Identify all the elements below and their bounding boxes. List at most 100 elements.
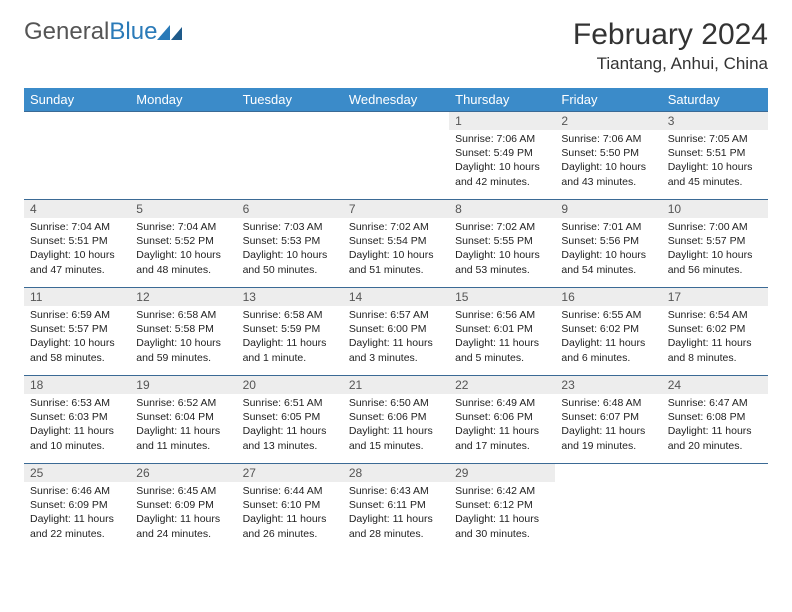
page-header: GeneralBlue February 2024 Tiantang, Anhu…: [24, 18, 768, 74]
day-content: Sunrise: 6:58 AMSunset: 5:59 PMDaylight:…: [237, 306, 343, 369]
calendar-cell: 11Sunrise: 6:59 AMSunset: 5:57 PMDayligh…: [24, 288, 130, 376]
sunset-text: Sunset: 5:57 PM: [30, 322, 124, 336]
day-number: 27: [237, 464, 343, 482]
day-content: Sunrise: 6:44 AMSunset: 6:10 PMDaylight:…: [237, 482, 343, 545]
sunset-text: Sunset: 6:03 PM: [30, 410, 124, 424]
sunrise-text: Sunrise: 7:06 AM: [455, 132, 549, 146]
daylight-text: Daylight: 11 hours and 8 minutes.: [668, 336, 762, 364]
daylight-text: Daylight: 10 hours and 43 minutes.: [561, 160, 655, 188]
sunset-text: Sunset: 6:09 PM: [136, 498, 230, 512]
sunset-text: Sunset: 6:01 PM: [455, 322, 549, 336]
sunrise-text: Sunrise: 6:53 AM: [30, 396, 124, 410]
calendar-cell: [130, 112, 236, 200]
sunrise-text: Sunrise: 6:59 AM: [30, 308, 124, 322]
calendar-cell: 24Sunrise: 6:47 AMSunset: 6:08 PMDayligh…: [662, 376, 768, 464]
logo-text: GeneralBlue: [24, 18, 157, 46]
daylight-text: Daylight: 11 hours and 3 minutes.: [349, 336, 443, 364]
sunset-text: Sunset: 5:53 PM: [243, 234, 337, 248]
sunrise-text: Sunrise: 7:06 AM: [561, 132, 655, 146]
sunset-text: Sunset: 6:07 PM: [561, 410, 655, 424]
daylight-text: Daylight: 10 hours and 53 minutes.: [455, 248, 549, 276]
calendar-cell: 13Sunrise: 6:58 AMSunset: 5:59 PMDayligh…: [237, 288, 343, 376]
day-content: Sunrise: 6:51 AMSunset: 6:05 PMDaylight:…: [237, 394, 343, 457]
calendar-cell: 2 Sunrise: 7:06 AMSunset: 5:50 PMDaylight…: [555, 112, 661, 200]
day-content: Sunrise: 6:49 AMSunset: 6:06 PMDaylight:…: [449, 394, 555, 457]
calendar-cell: 22Sunrise: 6:49 AMSunset: 6:06 PMDayligh…: [449, 376, 555, 464]
sunset-text: Sunset: 5:55 PM: [455, 234, 549, 248]
calendar-cell: 25Sunrise: 6:46 AMSunset: 6:09 PMDayligh…: [24, 464, 130, 548]
calendar-table: SundayMondayTuesdayWednesdayThursdayFrid…: [24, 88, 768, 548]
day-number: 26: [130, 464, 236, 482]
day-number: 20: [237, 376, 343, 394]
day-content: Sunrise: 7:03 AMSunset: 5:53 PMDaylight:…: [237, 218, 343, 281]
day-content: Sunrise: 6:48 AMSunset: 6:07 PMDaylight:…: [555, 394, 661, 457]
day-header: Saturday: [662, 88, 768, 112]
daylight-text: Daylight: 11 hours and 5 minutes.: [455, 336, 549, 364]
sunset-text: Sunset: 5:50 PM: [561, 146, 655, 160]
daylight-text: Daylight: 11 hours and 28 minutes.: [349, 512, 443, 540]
calendar-week: 11Sunrise: 6:59 AMSunset: 5:57 PMDayligh…: [24, 288, 768, 376]
daylight-text: Daylight: 11 hours and 22 minutes.: [30, 512, 124, 540]
sunset-text: Sunset: 6:11 PM: [349, 498, 443, 512]
calendar-cell: 20Sunrise: 6:51 AMSunset: 6:05 PMDayligh…: [237, 376, 343, 464]
daylight-text: Daylight: 10 hours and 47 minutes.: [30, 248, 124, 276]
day-content: Sunrise: 7:04 AMSunset: 5:52 PMDaylight:…: [130, 218, 236, 281]
day-number: 10: [662, 200, 768, 218]
calendar-cell: 29Sunrise: 6:42 AMSunset: 6:12 PMDayligh…: [449, 464, 555, 548]
day-number: 15: [449, 288, 555, 306]
sunrise-text: Sunrise: 7:02 AM: [349, 220, 443, 234]
day-header: Friday: [555, 88, 661, 112]
sunrise-text: Sunrise: 6:48 AM: [561, 396, 655, 410]
sunrise-text: Sunrise: 6:54 AM: [668, 308, 762, 322]
daylight-text: Daylight: 11 hours and 30 minutes.: [455, 512, 549, 540]
sunrise-text: Sunrise: 6:49 AM: [455, 396, 549, 410]
day-number: 5: [130, 200, 236, 218]
calendar-cell: 17Sunrise: 6:54 AMSunset: 6:02 PMDayligh…: [662, 288, 768, 376]
sunrise-text: Sunrise: 6:58 AM: [243, 308, 337, 322]
calendar-cell: 5Sunrise: 7:04 AMSunset: 5:52 PMDaylight…: [130, 200, 236, 288]
calendar-cell: 9Sunrise: 7:01 AMSunset: 5:56 PMDaylight…: [555, 200, 661, 288]
day-header: Sunday: [24, 88, 130, 112]
sunset-text: Sunset: 5:49 PM: [455, 146, 549, 160]
day-number: 6: [237, 200, 343, 218]
sunrise-text: Sunrise: 6:50 AM: [349, 396, 443, 410]
sunrise-text: Sunrise: 6:57 AM: [349, 308, 443, 322]
day-number: 8: [449, 200, 555, 218]
calendar-week: 4Sunrise: 7:04 AMSunset: 5:51 PMDaylight…: [24, 200, 768, 288]
sunrise-text: Sunrise: 6:56 AM: [455, 308, 549, 322]
sunrise-text: Sunrise: 7:03 AM: [243, 220, 337, 234]
sunset-text: Sunset: 5:54 PM: [349, 234, 443, 248]
day-content: Sunrise: 7:01 AMSunset: 5:56 PMDaylight:…: [555, 218, 661, 281]
day-number: 23: [555, 376, 661, 394]
sunset-text: Sunset: 6:02 PM: [668, 322, 762, 336]
calendar-cell: 23Sunrise: 6:48 AMSunset: 6:07 PMDayligh…: [555, 376, 661, 464]
daylight-text: Daylight: 11 hours and 20 minutes.: [668, 424, 762, 452]
calendar-cell: 27Sunrise: 6:44 AMSunset: 6:10 PMDayligh…: [237, 464, 343, 548]
daylight-text: Daylight: 10 hours and 51 minutes.: [349, 248, 443, 276]
sunrise-text: Sunrise: 7:00 AM: [668, 220, 762, 234]
sunset-text: Sunset: 5:56 PM: [561, 234, 655, 248]
day-content: Sunrise: 6:52 AMSunset: 6:04 PMDaylight:…: [130, 394, 236, 457]
daylight-text: Daylight: 11 hours and 10 minutes.: [30, 424, 124, 452]
sunset-text: Sunset: 5:51 PM: [30, 234, 124, 248]
daylight-text: Daylight: 11 hours and 13 minutes.: [243, 424, 337, 452]
daylight-text: Daylight: 10 hours and 58 minutes.: [30, 336, 124, 364]
day-number: 3: [662, 112, 768, 130]
calendar-week: 25Sunrise: 6:46 AMSunset: 6:09 PMDayligh…: [24, 464, 768, 548]
calendar-cell: 26Sunrise: 6:45 AMSunset: 6:09 PMDayligh…: [130, 464, 236, 548]
daylight-text: Daylight: 11 hours and 19 minutes.: [561, 424, 655, 452]
calendar-cell: 12Sunrise: 6:58 AMSunset: 5:58 PMDayligh…: [130, 288, 236, 376]
day-number: 12: [130, 288, 236, 306]
day-content: Sunrise: 6:59 AMSunset: 5:57 PMDaylight:…: [24, 306, 130, 369]
calendar-cell: 14Sunrise: 6:57 AMSunset: 6:00 PMDayligh…: [343, 288, 449, 376]
day-content: Sunrise: 7:02 AMSunset: 5:55 PMDaylight:…: [449, 218, 555, 281]
day-number: 9: [555, 200, 661, 218]
day-number: 22: [449, 376, 555, 394]
sunset-text: Sunset: 5:51 PM: [668, 146, 762, 160]
calendar-cell: [237, 112, 343, 200]
day-number: 2: [555, 112, 661, 130]
calendar-cell: 16Sunrise: 6:55 AMSunset: 6:02 PMDayligh…: [555, 288, 661, 376]
calendar-cell: 28Sunrise: 6:43 AMSunset: 6:11 PMDayligh…: [343, 464, 449, 548]
calendar-cell: [555, 464, 661, 548]
day-content: Sunrise: 6:43 AMSunset: 6:11 PMDaylight:…: [343, 482, 449, 545]
